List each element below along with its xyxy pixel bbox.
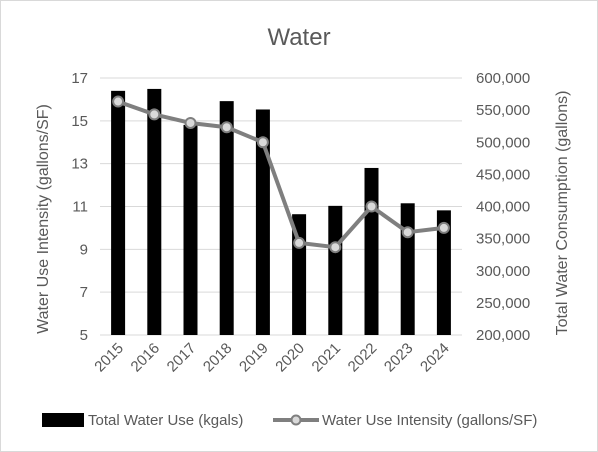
line-series <box>112 95 450 254</box>
x-tick-label: 2023 <box>381 340 417 376</box>
bar <box>219 101 234 335</box>
line-point <box>401 226 414 239</box>
line-point <box>148 108 161 121</box>
legend: Total Water Use (kgals) Water Use Intens… <box>42 412 537 429</box>
left-tick-label: 15 <box>71 113 88 130</box>
x-tick-label: 2024 <box>417 340 453 376</box>
bar <box>111 90 126 335</box>
legend-line-label: Water Use Intensity (gallons/SF) <box>322 412 537 429</box>
line-point <box>437 221 450 234</box>
right-tick-label: 350,000 <box>476 231 530 248</box>
intensity-line <box>117 99 445 250</box>
line-point <box>256 136 269 149</box>
right-tick-label: 500,000 <box>476 134 530 151</box>
bar <box>255 109 270 335</box>
line-point <box>365 200 378 213</box>
right-tick-label: 450,000 <box>476 166 530 183</box>
right-axis-title: Total Water Consumption (gallons) <box>554 91 571 336</box>
right-tick-label: 250,000 <box>476 295 530 312</box>
right-tick-label: 200,000 <box>476 327 530 344</box>
left-tick-label: 9 <box>80 241 88 258</box>
line-point <box>112 95 125 108</box>
left-tick-label: 7 <box>80 284 88 301</box>
x-axis-ticks: 2015 2016 2017 2018 2019 2020 2021 2022 2023 2024 <box>91 340 452 376</box>
right-axis-ticks: 200,000 250,000 300,000 350,000 400,000 450,0… <box>476 70 530 344</box>
left-axis-title: Water Use Intensity (gallons/SF) <box>35 104 52 334</box>
x-tick-label: 2016 <box>128 340 164 376</box>
bar <box>400 203 415 335</box>
bar <box>328 205 343 335</box>
x-tick-label: 2021 <box>309 340 345 376</box>
x-tick-label: 2020 <box>272 340 308 376</box>
right-tick-label: 550,000 <box>476 102 530 119</box>
legend-line-marker <box>290 414 302 426</box>
left-axis-ticks: 5 7 9 11 13 15 17 <box>71 70 88 344</box>
left-tick-label: 5 <box>80 327 88 344</box>
x-tick-label: 2017 <box>164 340 200 376</box>
right-tick-label: 600,000 <box>476 70 530 87</box>
chart-title: Water <box>267 24 330 51</box>
line-point <box>220 121 233 134</box>
bar <box>436 210 451 335</box>
x-tick-label: 2018 <box>200 340 236 376</box>
x-tick-label: 2019 <box>236 340 272 376</box>
line-point <box>184 116 197 129</box>
legend-bar-label: Total Water Use (kgals) <box>88 412 243 429</box>
right-tick-label: 300,000 <box>476 263 530 280</box>
right-tick-label: 400,000 <box>476 199 530 216</box>
x-tick-label: 2015 <box>91 340 127 376</box>
bar-series <box>111 88 451 335</box>
left-tick-label: 11 <box>72 199 88 216</box>
left-tick-label: 13 <box>71 156 88 173</box>
x-tick-label: 2022 <box>345 340 381 376</box>
line-point <box>329 241 342 254</box>
bar <box>147 88 162 335</box>
legend-bar-swatch <box>42 413 84 427</box>
bar <box>183 124 198 335</box>
left-tick-label: 17 <box>71 70 88 87</box>
line-point <box>293 236 306 249</box>
bar <box>364 167 379 335</box>
